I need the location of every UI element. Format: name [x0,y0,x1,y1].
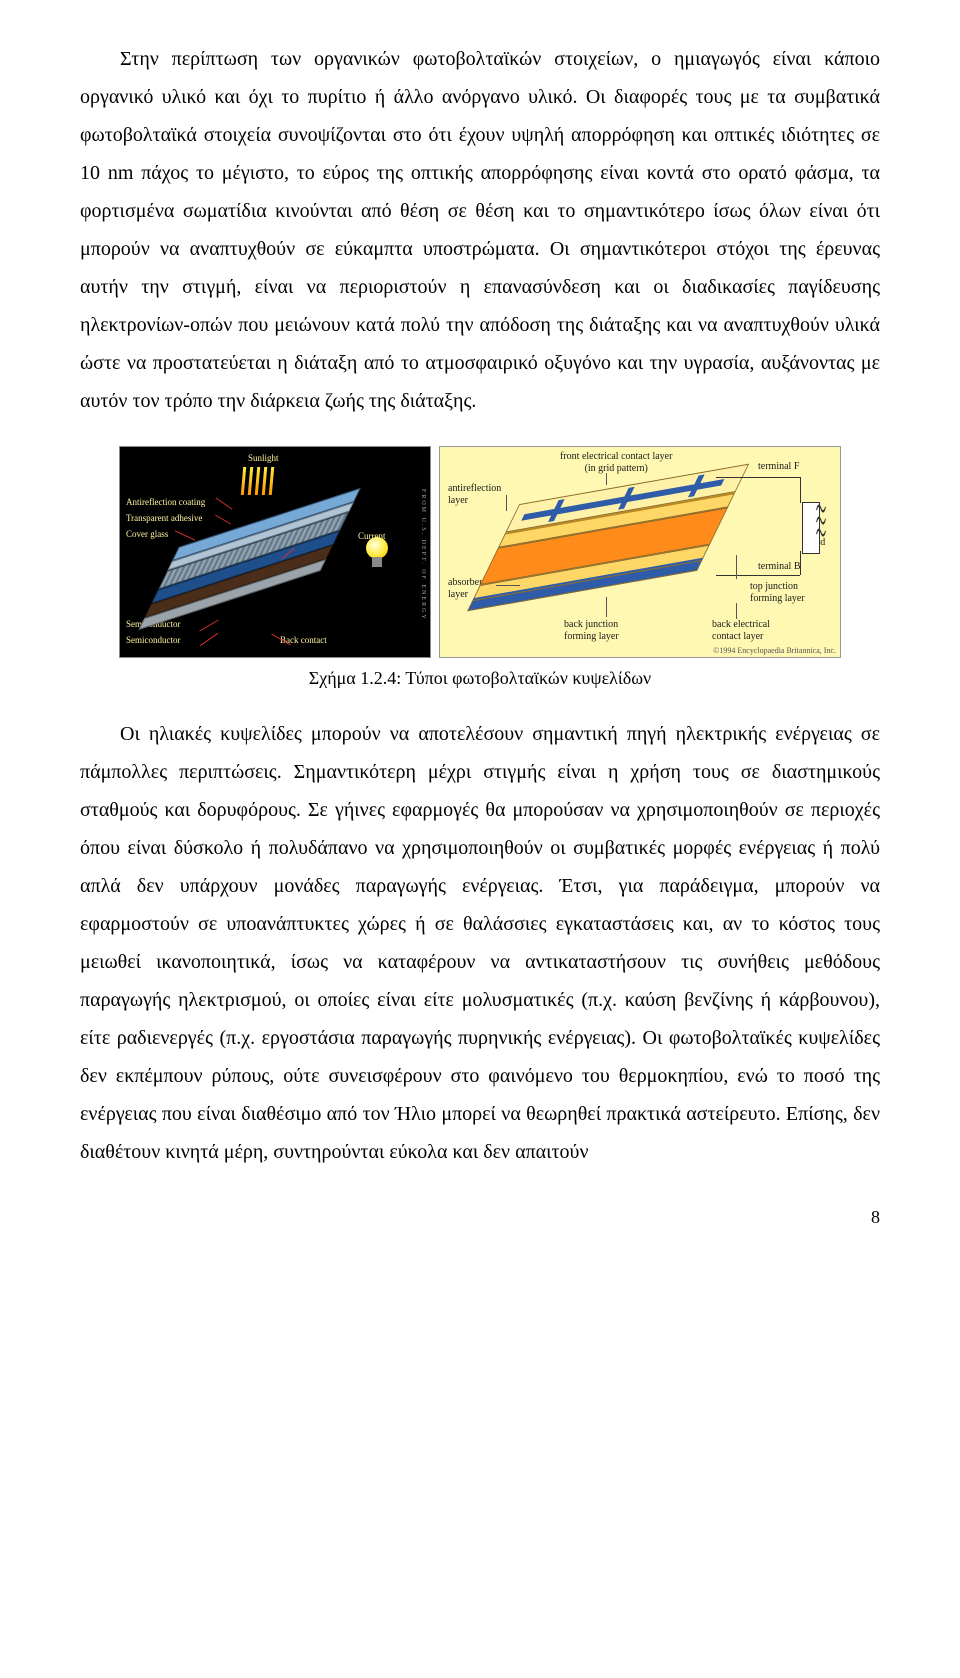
leader-line [736,603,737,619]
label-credit: FROM U.S. DEPT. OF ENERGY [420,489,426,621]
label-antireflection: Antireflection coating [126,497,205,507]
page-number: 8 [80,1207,880,1228]
label-transparent-adhesive: Transparent adhesive [126,513,202,523]
lightbulb-base-icon [372,557,382,567]
wire-icon [800,477,801,503]
document-page: Στην περίπτωση των οργανικών φωτοβολταϊκ… [0,0,960,1288]
leader-line [496,585,520,586]
label-cover-glass: Cover glass [126,529,168,539]
cell-layer-stack-icon [461,464,749,625]
lightbulb-icon [366,537,388,559]
wire-icon [716,477,800,478]
label-antireflection-layer: antireflection layer [448,483,501,506]
label-back-electrical-contact: back electrical contact layer [712,619,770,642]
figure-left-solar-cell: Sunlight Antireflection coating Transpar… [119,446,431,658]
resistor-zigzag-icon: 〜〜〜 [816,505,827,541]
leader-line [506,495,507,511]
label-terminal-b: terminal B [758,561,801,573]
label-terminal-f: terminal F [758,461,799,473]
figure-row: Sunlight Antireflection coating Transpar… [80,446,880,658]
label-front-electrical-contact: front electrical contact layer (in grid … [560,451,672,474]
leader-line [606,473,607,485]
leader-line [175,530,195,540]
wire-icon [800,551,801,575]
leader-line [215,515,231,525]
figure-right-cell-schematic: front electrical contact layer (in grid … [439,446,841,658]
leader-line [736,555,737,579]
paragraph-1: Στην περίπτωση των οργανικών φωτοβολταϊκ… [80,40,880,420]
label-back-junction: back junction forming layer [564,619,619,642]
label-copyright: ©1994 Encyclopaedia Britannica, Inc. [713,646,836,655]
leader-line [606,597,607,617]
label-top-junction: top junction forming layer [750,581,805,604]
label-sunlight: Sunlight [248,453,279,463]
sunlight-rays-icon [242,467,273,495]
figure-caption: Σχήμα 1.2.4: Τύποι φωτοβολταϊκών κυψελίδ… [80,668,880,689]
leader-line [216,497,233,509]
wire-icon [716,575,800,576]
paragraph-2: Οι ηλιακές κυψελίδες μπορούν να αποτελέσ… [80,715,880,1171]
